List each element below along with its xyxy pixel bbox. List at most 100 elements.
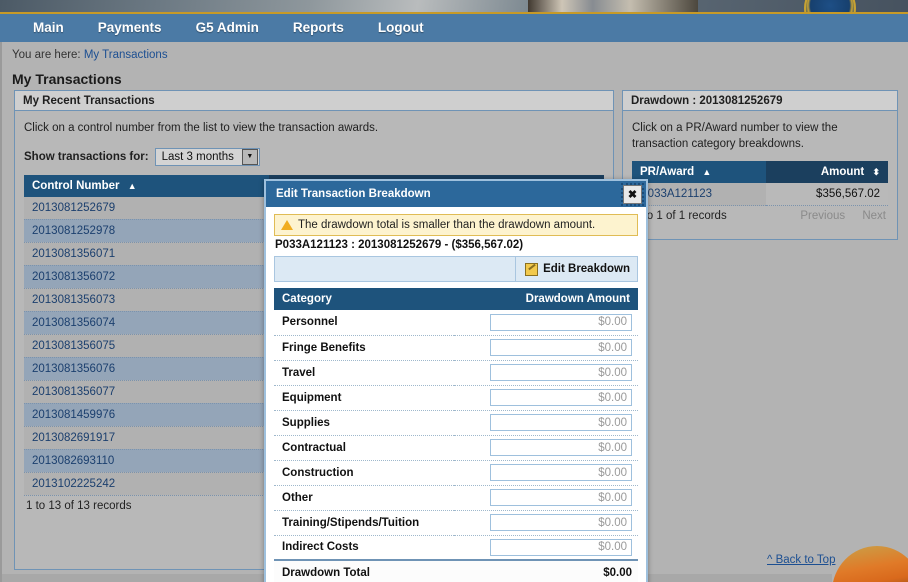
breakdown-amount-cell [454, 360, 638, 386]
breakdown-amount-cell [454, 410, 638, 436]
modal-content: The drawdown total is smaller than the d… [266, 207, 646, 582]
breakdown-row: Travel [274, 360, 638, 386]
control-number-link[interactable]: 2013102225242 [24, 472, 269, 496]
header-banner-image [0, 0, 908, 14]
breakdown-category-label: Indirect Costs [274, 535, 455, 561]
back-to-top-link[interactable]: ^ Back to Top [767, 554, 836, 566]
warning-triangle-icon [281, 220, 293, 230]
edit-transaction-breakdown-dialog: Edit Transaction Breakdown ✖ The drawdow… [264, 179, 648, 582]
main-navigation: Main Payments G5 Admin Reports Logout [0, 14, 908, 42]
breakdown-row: Training/Stipends/Tuition [274, 510, 638, 536]
right-panel-header: Drawdown : 2013081252679 [623, 91, 897, 111]
breakdown-amount-input[interactable] [490, 339, 632, 356]
column-header-amount-label: Amount [820, 166, 865, 179]
edit-breakdown-button[interactable]: Edit Breakdown [515, 257, 630, 281]
breakdown-category-label: Equipment [274, 385, 455, 411]
breakdown-category-label: Other [274, 485, 455, 511]
pr-award-amount: $356,567.02 [766, 183, 888, 207]
show-transactions-for-select[interactable]: Last 3 months ▼ [154, 147, 260, 166]
sort-ascending-icon: ▲ [127, 180, 137, 191]
breakdown-category-label: Supplies [274, 410, 455, 436]
breakdown-category-label: Personnel [274, 310, 455, 336]
control-number-link[interactable]: 2013082693110 [24, 449, 269, 473]
drawdown-table-header-row: PR/Award ▲ Amount ⬍ [632, 161, 888, 184]
breakdown-amount-cell [454, 335, 638, 361]
page-title: My Transactions [12, 71, 122, 87]
nav-item-main[interactable]: Main [33, 20, 64, 35]
left-panel-header: My Recent Transactions [15, 91, 613, 111]
breakdown-category-label: Training/Stipends/Tuition [274, 510, 455, 536]
column-header-pr-award-label: PR/Award [640, 166, 695, 179]
warning-alert-text: The drawdown total is smaller than the d… [298, 219, 596, 231]
pager-next[interactable]: Next [862, 210, 886, 223]
breakdown-amount-input[interactable] [490, 414, 632, 431]
breakdown-amount-cell [454, 460, 638, 486]
control-number-link[interactable]: 2013081356075 [24, 334, 269, 358]
breakdown-amount-cell [454, 510, 638, 536]
right-records-count: 1 to 1 of 1 records [634, 210, 727, 223]
column-header-control-number[interactable]: Control Number ▲ [24, 174, 269, 197]
right-panel-body: Click on a PR/Award number to view the t… [623, 111, 897, 230]
breakdown-amount-input[interactable] [490, 538, 632, 556]
column-header-amount[interactable]: Amount ⬍ [766, 161, 888, 184]
breakdown-header-row: Category Drawdown Amount [274, 288, 638, 310]
control-number-link[interactable]: 2013081356071 [24, 242, 269, 266]
table-row: P033A121123 $356,567.02 [632, 183, 888, 207]
chevron-down-icon[interactable]: ▼ [241, 148, 258, 165]
control-number-link[interactable]: 2013081356074 [24, 311, 269, 335]
breakdown-row: Personnel [274, 310, 638, 336]
breakdown-amount-cell [454, 535, 638, 561]
breakdown-category-label: Construction [274, 460, 455, 486]
breakdown-row: Contractual [274, 435, 638, 461]
sort-ascending-icon: ▲ [702, 167, 712, 178]
breakdown-amount-cell [454, 485, 638, 511]
control-number-link[interactable]: 2013081356077 [24, 380, 269, 404]
breakdown-table-body: PersonnelFringe BenefitsTravelEquipmentS… [274, 310, 638, 582]
nav-item-g5-admin[interactable]: G5 Admin [195, 20, 259, 35]
close-icon[interactable]: ✖ [621, 182, 644, 206]
drawdown-panel: Drawdown : 2013081252679 Click on a PR/A… [622, 90, 898, 240]
column-header-pr-award[interactable]: PR/Award ▲ [632, 161, 767, 184]
breakdown-amount-cell [454, 435, 638, 461]
modal-title-bar: Edit Transaction Breakdown ✖ [266, 181, 646, 207]
breakdown-amount-input[interactable] [490, 489, 632, 506]
breakdown-amount-input[interactable] [490, 439, 632, 456]
breakdown-total-label: Drawdown Total [274, 559, 455, 582]
nav-item-payments[interactable]: Payments [97, 20, 162, 35]
control-number-link[interactable]: 2013081356076 [24, 357, 269, 381]
select-value: Last 3 months [161, 150, 234, 163]
control-number-link[interactable]: 2013081252978 [24, 219, 269, 243]
drawdown-table-body: P033A121123 $356,567.02 [632, 183, 888, 207]
drawdown-awards-table: PR/Award ▲ Amount ⬍ P033A121123 [632, 161, 888, 207]
breakdown-row: Other [274, 485, 638, 511]
breakdown-amount-input[interactable] [490, 364, 632, 381]
breakdown-amount-input[interactable] [490, 514, 632, 531]
left-records-count: 1 to 13 of 13 records [26, 499, 132, 512]
nav-item-reports[interactable]: Reports [292, 20, 344, 35]
filter-label: Show transactions for: [24, 150, 149, 163]
column-header-control-number-label: Control Number [32, 179, 120, 192]
left-records-row: 1 to 13 of 13 records [24, 496, 604, 512]
breakdown-row: Construction [274, 460, 638, 486]
breakdown-row: Equipment [274, 385, 638, 411]
breakdown-total-row: Drawdown Total $0.00 [274, 559, 638, 582]
control-number-link[interactable]: 2013082691917 [24, 426, 269, 450]
pager-previous[interactable]: Previous [800, 210, 846, 223]
control-number-link[interactable]: 2013081356073 [24, 288, 269, 312]
sort-toggle-icon: ⬍ [872, 167, 880, 178]
pencil-icon [525, 262, 539, 276]
right-records-row: 1 to 1 of 1 records Previous Next [632, 206, 888, 222]
control-number-link[interactable]: 2013081252679 [24, 196, 269, 220]
control-number-link[interactable]: 2013081459976 [24, 403, 269, 427]
breadcrumb-link-my-transactions[interactable]: My Transactions [83, 49, 168, 61]
breakdown-row: Supplies [274, 410, 638, 436]
nav-item-logout[interactable]: Logout [377, 20, 424, 35]
breakdown-amount-input[interactable] [490, 464, 632, 481]
breakdown-row: Fringe Benefits [274, 335, 638, 361]
modal-title-text: Edit Transaction Breakdown [276, 188, 431, 200]
control-number-link[interactable]: 2013081356072 [24, 265, 269, 289]
breakdown-amount-input[interactable] [490, 313, 632, 331]
pr-award-link[interactable]: P033A121123 [632, 183, 767, 207]
breakdown-amount-input[interactable] [490, 389, 632, 406]
